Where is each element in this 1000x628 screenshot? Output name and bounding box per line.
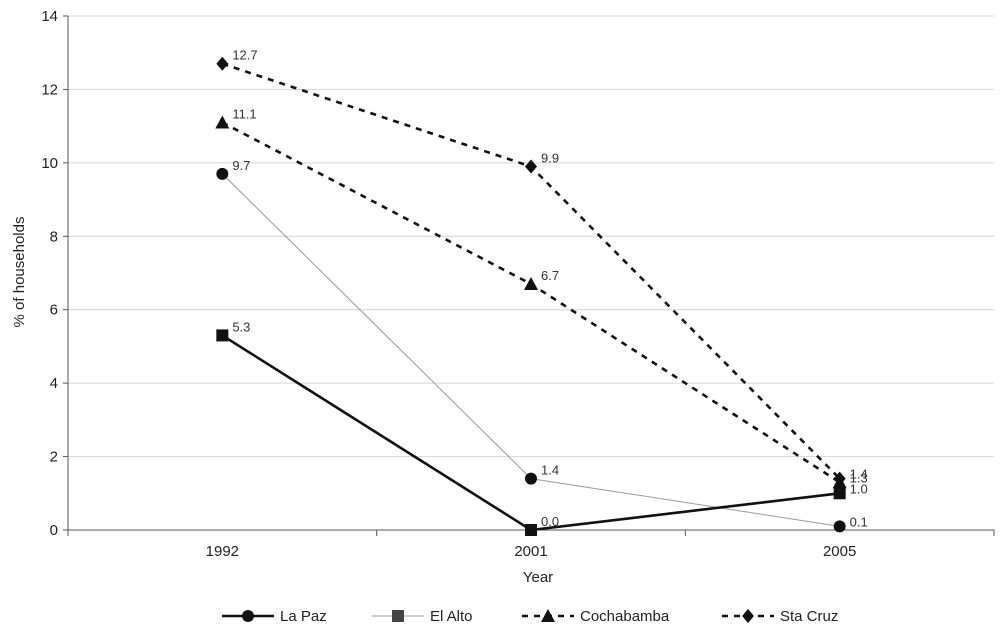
legend-item: El Alto	[372, 608, 473, 625]
y-tick-label: 0	[50, 522, 58, 539]
data-label: 1.4	[850, 467, 868, 482]
y-tick-label: 6	[50, 302, 58, 319]
data-point	[833, 487, 846, 500]
data-point	[833, 471, 846, 486]
data-label: 9.9	[541, 151, 559, 166]
grid	[68, 15, 994, 458]
legend-item: La Paz	[222, 608, 327, 625]
legend-marker	[742, 609, 754, 623]
data-point	[215, 115, 230, 129]
y-tick-label: 14	[41, 8, 58, 25]
data-label: 1.4	[541, 463, 559, 478]
legend-marker	[541, 609, 555, 622]
data-labels: 9.7 1.4 0.1 5.3 0.0 1.0 11.1 6.7 1.3 12.7 9.9 1.4	[232, 48, 867, 530]
y-tick-label: 10	[41, 155, 58, 172]
series-3	[216, 56, 846, 486]
data-label: 1.0	[850, 481, 868, 496]
data-label: 5.3	[232, 319, 250, 334]
data-label: 1.3	[850, 470, 868, 485]
series-line	[221, 334, 840, 532]
data-point	[525, 472, 537, 485]
series	[215, 56, 847, 536]
data-point	[216, 56, 229, 71]
y-tick-label: 12	[41, 81, 58, 98]
data-point	[216, 329, 229, 342]
data-label: 11.1	[232, 106, 256, 121]
data-point	[216, 167, 229, 180]
legend-item: Sta Cruz	[722, 608, 838, 625]
y-tick-label: 4	[50, 375, 58, 392]
x-axis-title: Year	[523, 569, 553, 586]
data-point	[833, 520, 846, 533]
legend-label: El Alto	[430, 608, 473, 625]
data-label: 0.0	[541, 514, 559, 529]
data-point	[525, 159, 537, 174]
y-tick-label: 8	[50, 228, 58, 245]
data-label: 6.7	[541, 268, 559, 283]
legend-label: Cochabamba	[580, 608, 670, 625]
x-tick-label: 1992	[206, 543, 239, 560]
legend-item: Cochabamba	[522, 608, 670, 625]
legend: La Paz El Alto Cochabamba Sta Cruz	[222, 608, 838, 625]
legend-label: La Paz	[280, 608, 327, 625]
data-label: 12.7	[232, 48, 257, 63]
data-point	[524, 277, 538, 291]
legend-marker	[392, 610, 404, 622]
x-tick-label: 2005	[823, 543, 856, 560]
series-line	[221, 62, 841, 480]
data-point	[525, 524, 537, 536]
legend-marker	[242, 610, 254, 622]
data-label: 9.7	[232, 158, 250, 173]
series-line	[221, 121, 841, 484]
series-0	[216, 167, 846, 533]
series-1	[216, 329, 846, 536]
y-axis-title: % of households	[11, 217, 28, 328]
data-label: 0.1	[850, 514, 868, 529]
x-tick-label: 2001	[514, 543, 547, 560]
y-tick-label: 2	[50, 449, 58, 466]
legend-label: Sta Cruz	[780, 608, 838, 625]
